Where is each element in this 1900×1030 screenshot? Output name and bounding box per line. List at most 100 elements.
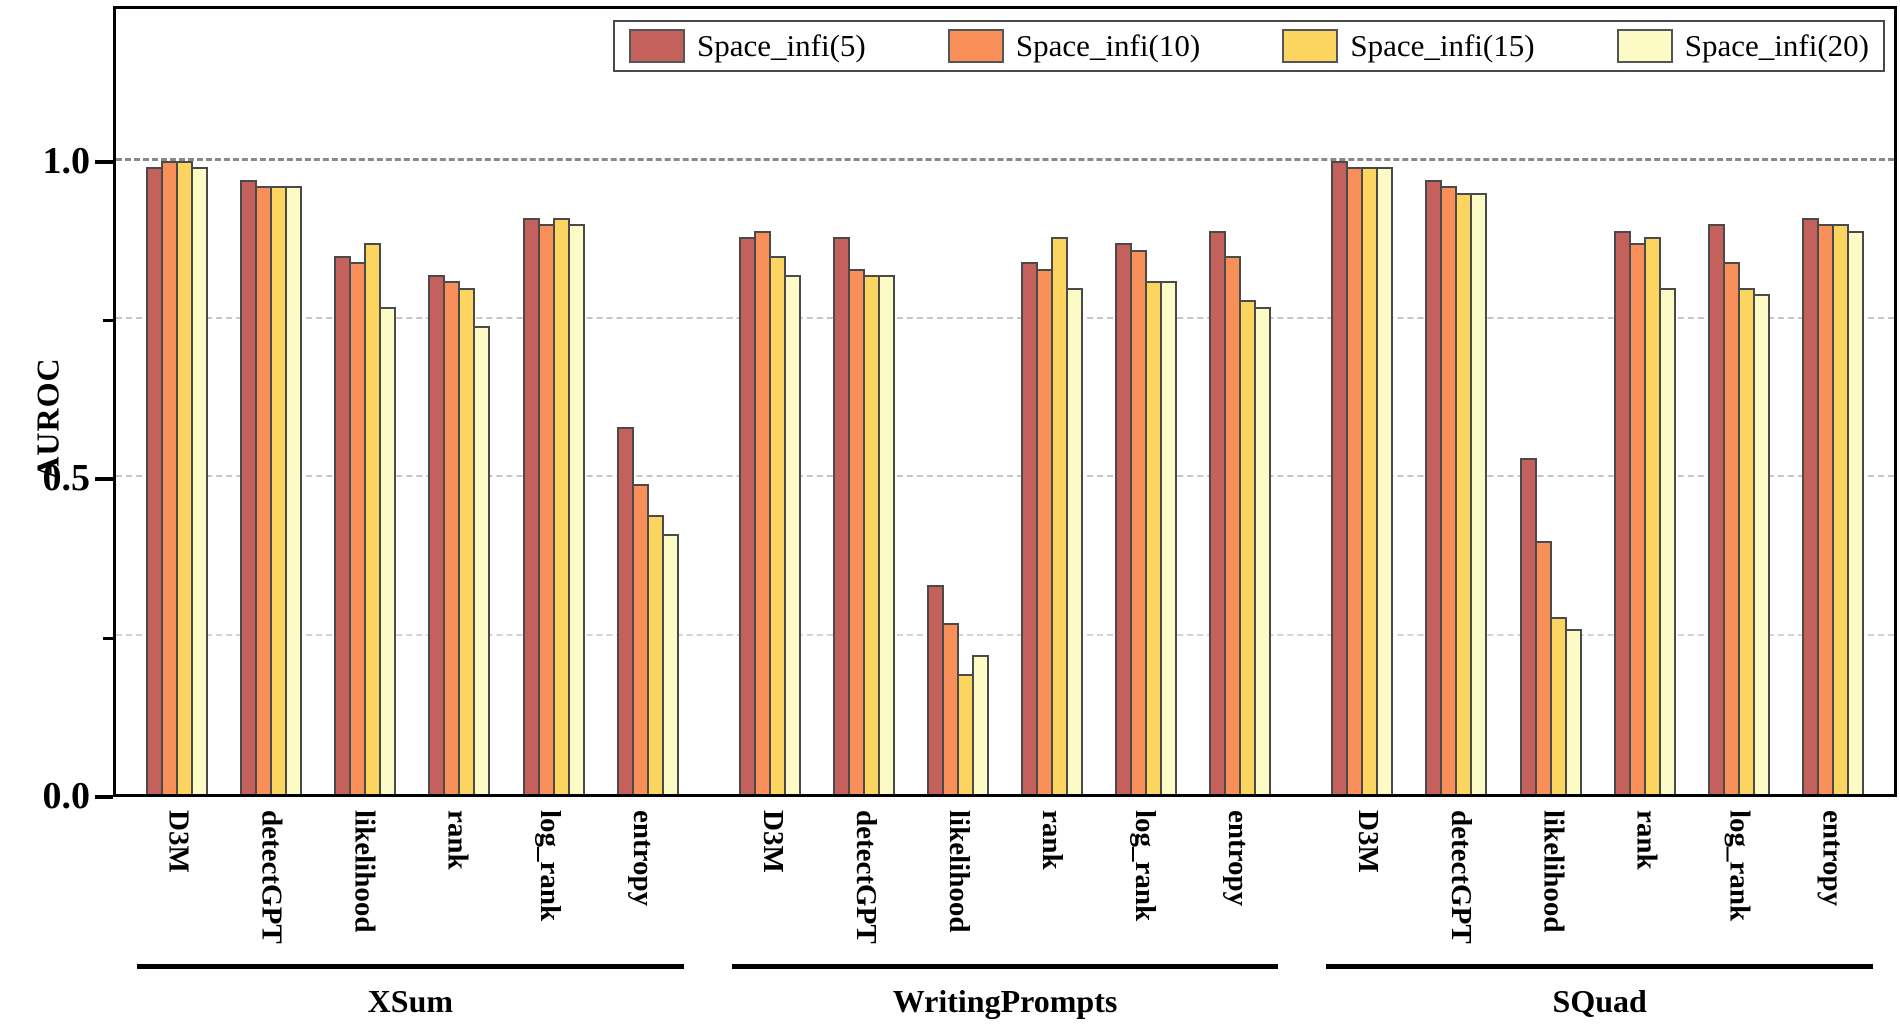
- plot-area: Space_infi(5) Space_infi(10) Space_infi(15…: [113, 6, 1897, 797]
- legend-swatch-icon: [947, 29, 1004, 63]
- category-label-rank: rank: [441, 810, 474, 870]
- dataset-name-SQuad: SQuad: [1552, 983, 1647, 1019]
- bar-Space_infi(20): [877, 275, 895, 794]
- category-label-D3M: D3M: [162, 810, 195, 873]
- category-slot: detectGPT: [1425, 800, 1495, 960]
- dataset-underline: [137, 964, 684, 969]
- bar-Space_infi(20): [1376, 167, 1394, 794]
- dataset-section-SQuad: [1301, 161, 1894, 794]
- bar-Space_infi(20): [1160, 281, 1178, 794]
- category-slot: D3M: [738, 800, 808, 960]
- legend-entry-Space_infi(10): Space_infi(10): [947, 28, 1201, 64]
- dataset-section-XSum: [116, 161, 709, 794]
- category-label-entropy: entropy: [1816, 810, 1849, 907]
- bar-group-XSum-likelihood: [334, 243, 397, 794]
- y-tick-label: 0.0: [42, 775, 91, 817]
- bar-Space_infi(20): [1066, 288, 1084, 794]
- legend: Space_infi(5) Space_infi(10) Space_infi(15…: [613, 20, 1885, 72]
- legend-entry-Space_infi(20): Space_infi(20): [1616, 28, 1869, 64]
- legend-swatch-icon: [1616, 29, 1673, 63]
- category-slot: detectGPT: [831, 800, 901, 960]
- gridline-0.5: [116, 475, 1894, 478]
- category-label-D3M: D3M: [1351, 810, 1384, 873]
- legend-entry-Space_infi(5): Space_infi(5): [629, 28, 866, 64]
- y-major-tick-0.0: [95, 795, 113, 799]
- y-tick-label: 0.5: [42, 457, 91, 500]
- bar-group-WritingPrompts-likelihood: [926, 585, 989, 794]
- bars-area: [116, 9, 1894, 794]
- bar-group-SQuad-entropy: [1801, 218, 1864, 794]
- category-label-rank: rank: [1035, 810, 1068, 870]
- bar-Space_infi(20): [473, 326, 491, 794]
- category-slot: rank: [422, 800, 492, 960]
- category-label-likelihood: likelihood: [943, 810, 976, 933]
- legend-label: Space_infi(20): [1684, 28, 1869, 63]
- bar-Space_infi(20): [783, 275, 801, 794]
- bar-group-SQuad-D3M: [1331, 161, 1394, 794]
- bar-group-XSum-entropy: [616, 427, 679, 794]
- bar-Space_infi(20): [1658, 288, 1676, 794]
- legend-entry-Space_infi(15): Space_infi(15): [1282, 28, 1535, 64]
- bar-Space_infi(20): [1470, 193, 1488, 794]
- category-slot: entropy: [1797, 800, 1867, 960]
- bar-group-WritingPrompts-rank: [1021, 237, 1084, 794]
- category-slot: detectGPT: [236, 800, 306, 960]
- bar-group-SQuad-likelihood: [1519, 458, 1582, 794]
- x-label-section-XSum: D3M detectGPT likelihood rank log_rank entrop…: [113, 800, 708, 1028]
- category-slot: likelihood: [1518, 800, 1588, 960]
- bar-group-SQuad-log_rank: [1707, 224, 1770, 794]
- legend-swatch-icon: [1282, 29, 1339, 63]
- bar-group-WritingPrompts-entropy: [1209, 231, 1272, 794]
- category-slot: likelihood: [924, 800, 994, 960]
- bar-Space_infi(20): [191, 167, 208, 794]
- bar-Space_infi(20): [661, 534, 679, 794]
- bar-group-WritingPrompts-log_rank: [1115, 243, 1178, 794]
- category-slot: entropy: [608, 800, 678, 960]
- category-label-detectGPT: detectGPT: [850, 810, 883, 944]
- bar-Space_infi(20): [1564, 629, 1582, 794]
- legend-label: Space_infi(5): [697, 28, 866, 63]
- bar-group-XSum-detectGPT: [240, 180, 303, 794]
- category-label-log_rank: log_rank: [1723, 810, 1756, 922]
- gridline-1: [116, 157, 1894, 161]
- dataset-section-WritingPrompts: [709, 231, 1302, 794]
- category-label-row: D3M detectGPT likelihood rank log_rank entrop…: [708, 800, 1303, 960]
- bar-group-XSum-D3M: [146, 161, 208, 794]
- bar-group-WritingPrompts-D3M: [738, 231, 801, 794]
- bar-group-XSum-log_rank: [522, 218, 585, 794]
- y-minor-tick-0.25: [103, 636, 113, 640]
- category-label-detectGPT: detectGPT: [255, 810, 288, 944]
- category-slot: rank: [1611, 800, 1681, 960]
- category-label-likelihood: likelihood: [1537, 810, 1570, 933]
- bar-Space_infi(20): [379, 307, 397, 794]
- category-slot: D3M: [1332, 800, 1402, 960]
- bar-Space_infi(20): [971, 655, 989, 794]
- x-axis-labels: D3M detectGPT likelihood rank log_rank entrop…: [113, 800, 1897, 1028]
- bar-group-XSum-rank: [428, 275, 491, 794]
- bar-group-SQuad-detectGPT: [1425, 180, 1488, 794]
- y-major-tick-0.5: [95, 477, 113, 482]
- x-label-section-WritingPrompts: D3M detectGPT likelihood rank log_rank entrop…: [708, 800, 1303, 1028]
- bar-group-SQuad-rank: [1613, 231, 1676, 794]
- legend-label: Space_infi(10): [1015, 28, 1201, 63]
- bar-Space_infi(20): [1254, 307, 1272, 794]
- category-slot: log_rank: [515, 800, 585, 960]
- y-minor-tick-0.75: [103, 318, 113, 322]
- category-label-entropy: entropy: [1221, 810, 1254, 907]
- category-slot: rank: [1016, 800, 1086, 960]
- bar-Space_infi(20): [567, 224, 585, 794]
- bar-group-WritingPrompts-detectGPT: [832, 237, 895, 794]
- category-slot: entropy: [1202, 800, 1272, 960]
- category-label-D3M: D3M: [757, 810, 790, 873]
- bar-Space_infi(20): [1846, 231, 1864, 794]
- category-slot: log_rank: [1109, 800, 1179, 960]
- category-label-rank: rank: [1630, 810, 1663, 870]
- category-slot: D3M: [143, 800, 213, 960]
- y-major-tick-1.0: [95, 159, 113, 164]
- category-slot: log_rank: [1704, 800, 1774, 960]
- dataset-underline: [1326, 964, 1874, 969]
- category-label-log_rank: log_rank: [1128, 810, 1161, 922]
- category-label-row: D3M detectGPT likelihood rank log_rank entrop…: [1302, 800, 1897, 960]
- category-slot: likelihood: [329, 800, 399, 960]
